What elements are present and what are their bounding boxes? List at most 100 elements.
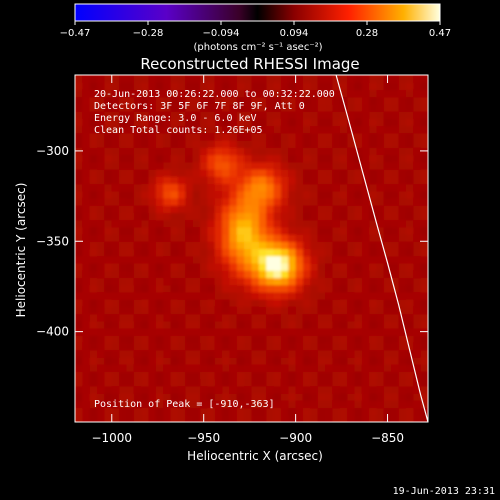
heatmap-cell — [119, 371, 128, 380]
heatmap-cell — [288, 356, 297, 365]
heatmap-cell — [332, 407, 341, 416]
heatmap-cell — [148, 414, 157, 422]
heatmap-cell — [141, 291, 150, 300]
heatmap-cell — [163, 168, 172, 177]
heatmap-cell — [302, 385, 311, 394]
heatmap-cell — [420, 378, 428, 387]
heatmap-cell — [222, 176, 231, 185]
heatmap-cell — [141, 393, 150, 401]
heatmap-cell — [141, 140, 150, 148]
heatmap-cell — [288, 371, 297, 380]
heatmap-cell — [244, 407, 253, 416]
heatmap-cell — [200, 371, 208, 380]
heatmap-cell — [369, 414, 378, 422]
heatmap-cell — [75, 400, 83, 409]
heatmap-cell — [405, 190, 414, 199]
heatmap-cell — [185, 168, 194, 177]
heatmap-cell — [347, 176, 356, 185]
heatmap-cell — [104, 147, 113, 156]
heatmap-cell — [119, 313, 128, 322]
heatmap-cell — [119, 226, 128, 235]
heatmap-cell — [347, 118, 356, 127]
heatmap-cell — [97, 205, 106, 213]
heatmap-cell — [325, 118, 333, 127]
heatmap-cell — [155, 371, 164, 380]
heatmap-cell — [354, 190, 363, 199]
heatmap-cell — [413, 96, 422, 105]
heatmap-cell — [413, 118, 422, 127]
heatmap-cell — [177, 342, 186, 351]
heatmap-cell — [89, 414, 98, 422]
heatmap-cell — [111, 176, 120, 185]
heatmap-cell — [89, 364, 98, 372]
heatmap-cell — [398, 103, 407, 112]
heatmap-cell — [266, 313, 275, 322]
heatmap-cell — [325, 400, 333, 409]
heatmap-cell — [82, 132, 91, 141]
heatmap-cell — [185, 226, 194, 235]
heatmap-cell — [97, 378, 106, 387]
heatmap-cell — [236, 335, 245, 344]
heatmap-cell — [354, 96, 363, 105]
heatmap-cell — [251, 176, 260, 185]
heatmap-cell — [170, 407, 179, 416]
heatmap-cell — [111, 96, 120, 105]
heatmap-cell — [119, 132, 128, 141]
heatmap-cell — [236, 320, 245, 329]
heatmap-cell — [332, 255, 341, 264]
heatmap-cell — [266, 342, 275, 351]
heatmap-cell — [383, 270, 392, 279]
heatmap-cell — [75, 241, 83, 250]
heatmap-cell — [405, 299, 414, 307]
heatmap-cell — [133, 226, 142, 235]
heatmap-cell — [310, 118, 319, 127]
heatmap-cell — [405, 89, 414, 98]
heatmap-cell — [280, 335, 289, 344]
heatmap-cell — [148, 284, 157, 293]
heatmap-cell — [104, 385, 113, 394]
heatmap-cell — [89, 183, 98, 192]
heatmap-cell — [369, 176, 378, 185]
heatmap-cell — [354, 248, 363, 257]
heatmap-cell — [185, 277, 194, 286]
heatmap-cell — [347, 270, 356, 279]
heatmap-cell — [405, 270, 414, 279]
heatmap-cell — [214, 385, 223, 394]
heatmap-cell — [244, 241, 253, 250]
heatmap-cell — [280, 75, 289, 83]
heatmap-cell — [207, 284, 216, 293]
heatmap-cell — [369, 132, 378, 141]
heatmap-cell — [339, 328, 348, 336]
heatmap-cell — [347, 75, 356, 83]
heatmap-cell — [170, 248, 179, 257]
heatmap-cell — [214, 190, 223, 199]
heatmap-cell — [236, 226, 245, 235]
heatmap-cell — [104, 248, 113, 257]
colorbar-tick-label: −0.094 — [202, 28, 239, 39]
heatmap-cell — [207, 219, 216, 228]
heatmap-cell — [273, 111, 282, 119]
heatmap-cell — [163, 197, 172, 206]
heatmap-cell — [133, 342, 142, 351]
heatmap-cell — [405, 147, 414, 156]
heatmap-cell — [413, 284, 422, 293]
annotation-time-range: 20-Jun-2013 00:26:22.000 to 00:32:22.000 — [94, 89, 335, 100]
heatmap-cell — [148, 103, 157, 112]
heatmap-cell — [170, 176, 179, 185]
heatmap-cell — [141, 168, 150, 177]
heatmap-cell — [280, 190, 289, 199]
heatmap-cell — [302, 371, 311, 380]
heatmap-cell — [222, 219, 231, 228]
heatmap-cell — [288, 226, 297, 235]
heatmap-cell — [361, 132, 370, 141]
heatmap-cell — [302, 161, 311, 170]
heatmap-cell — [111, 306, 120, 315]
heatmap-cell — [82, 154, 91, 163]
heatmap-cell — [347, 356, 356, 365]
heatmap-cell — [222, 212, 231, 221]
heatmap-cell — [339, 75, 348, 83]
heatmap-cell — [207, 168, 216, 177]
heatmap-cell — [398, 75, 407, 83]
heatmap-cell — [302, 82, 311, 91]
heatmap-cell — [280, 241, 289, 250]
